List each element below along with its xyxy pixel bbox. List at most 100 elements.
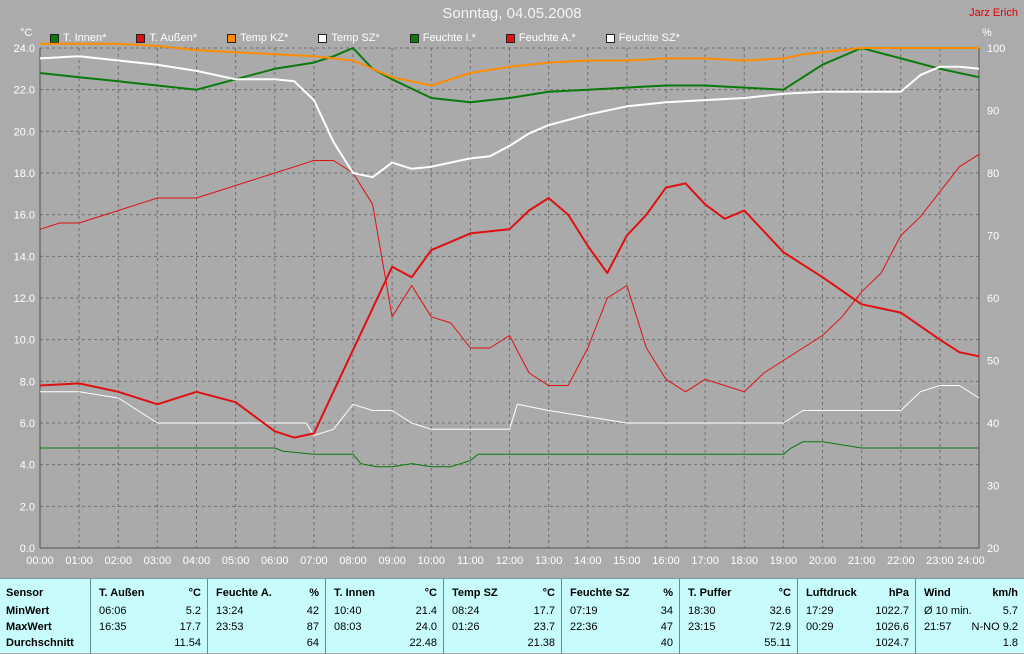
- avg-value: 1.8: [1002, 637, 1018, 649]
- row-label-sensor: Sensor: [6, 587, 44, 599]
- y-tick-label-right: 40: [987, 418, 999, 430]
- column-header: Feuchte A.: [216, 587, 272, 599]
- series-line: [39, 182, 980, 439]
- max-time: 01:26: [452, 621, 480, 633]
- column-header: T. Puffer: [688, 587, 732, 599]
- legend-label: Feuchte SZ*: [618, 32, 680, 44]
- y-tick-label-left: 20.0: [14, 126, 35, 138]
- y-axis-label-left: °C: [20, 27, 32, 39]
- max-value: N-NO 9.2: [971, 621, 1018, 633]
- column-header: Feuchte SZ: [570, 587, 630, 599]
- avg-value: 40: [660, 637, 673, 649]
- legend-entry: T. Außen*: [136, 31, 197, 45]
- y-tick-label-left: 16.0: [14, 210, 35, 222]
- stats-column: T. Außen °C 06:06 5.2 16:35 17.7 11.54: [90, 579, 207, 654]
- y-tick-label-left: 2.0: [20, 501, 35, 513]
- series-line: [39, 55, 980, 179]
- column-unit: °C: [542, 587, 555, 599]
- x-tick-label: 02:00: [104, 555, 132, 567]
- x-tick-label: 04:00: [183, 555, 211, 567]
- x-tick-label: 22:00: [887, 555, 915, 567]
- max-time: 23:15: [688, 621, 716, 633]
- max-time: 23:53: [216, 621, 244, 633]
- legend-label: Temp KZ*: [240, 32, 289, 44]
- y-tick-label-left: 18.0: [14, 168, 35, 180]
- min-time: 06:06: [99, 605, 127, 617]
- min-time: 10:40: [334, 605, 362, 617]
- legend-entry: Feuchte I.*: [409, 31, 476, 45]
- min-value: 17.7: [533, 605, 555, 617]
- min-time: 07:19: [570, 605, 598, 617]
- legend-swatch: [136, 33, 146, 43]
- x-tick-label: 24:00: [957, 555, 985, 567]
- avg-value: 64: [306, 637, 319, 649]
- x-tick-label: 14:00: [574, 555, 602, 567]
- y-tick-label-right: 60: [987, 293, 999, 305]
- stats-column: T. Puffer °C 18:30 32.6 23:15 72.9 55.11: [679, 579, 797, 654]
- avg-value: 1024.7: [875, 637, 909, 649]
- stats-column: Feuchte SZ% 07:19 34 22:36 47 40: [561, 579, 679, 654]
- y-tick-label-left: 8.0: [20, 376, 35, 388]
- x-tick-label: 23:00: [926, 555, 954, 567]
- y-tick-label-right: 20: [987, 543, 999, 555]
- legend-entry: Temp KZ*: [227, 31, 288, 45]
- y-tick-label-right: 70: [987, 231, 999, 243]
- series-line: [39, 153, 980, 393]
- max-value: 1026.6: [875, 621, 909, 633]
- column-unit: hPa: [888, 587, 909, 599]
- legend-swatch: [409, 33, 419, 43]
- y-tick-label-left: 6.0: [20, 418, 35, 430]
- legend-entry: Feuchte SZ*: [605, 31, 680, 45]
- min-value: 5.2: [185, 605, 201, 617]
- column-header: Luftdruck: [806, 587, 857, 599]
- x-tick-label: 08:00: [339, 555, 367, 567]
- min-time: 08:24: [452, 605, 480, 617]
- legend-label: Feuchte A.*: [518, 32, 576, 44]
- min-value: 5.7: [1002, 605, 1018, 617]
- legend-swatch: [318, 33, 328, 43]
- column-header: T. Innen: [334, 587, 375, 599]
- column-header: T. Außen: [99, 587, 145, 599]
- min-time: 13:24: [216, 605, 244, 617]
- column-unit: °C: [424, 587, 437, 599]
- column-unit: °C: [188, 587, 201, 599]
- x-tick-label: 17:00: [691, 555, 719, 567]
- x-tick-label: 15:00: [613, 555, 641, 567]
- column-header: Temp SZ: [452, 587, 498, 599]
- max-time: 00:29: [806, 621, 834, 633]
- chart-title: Sonntag, 04.05.2008: [442, 5, 582, 22]
- avg-value: 22.48: [409, 637, 437, 649]
- max-time: 21:57: [924, 621, 952, 633]
- series-line: [40, 42, 979, 87]
- avg-value: 11.54: [174, 637, 201, 649]
- column-unit: °C: [778, 587, 791, 599]
- row-label-avg: Durchschnitt: [6, 637, 74, 649]
- x-tick-label: 07:00: [300, 555, 328, 567]
- legend-swatch: [505, 33, 515, 43]
- max-value: 47: [660, 621, 673, 633]
- column-unit: %: [663, 587, 673, 599]
- x-tick-label: 20:00: [809, 555, 837, 567]
- min-time: 18:30: [688, 605, 716, 617]
- y-tick-label-left: 12.0: [14, 293, 35, 305]
- stats-column: T. Innen °C 10:40 21.4 08:03 24.0 22.48: [325, 579, 443, 654]
- y-tick-label-left: 0.0: [20, 543, 35, 555]
- avg-value: 55.11: [764, 637, 791, 649]
- series-line: [39, 47, 980, 104]
- y-tick-label-right: 100: [987, 43, 1005, 55]
- legend: T. Innen* T. Außen* Temp KZ* Temp SZ* Feucht…: [50, 31, 710, 45]
- min-time: Ø 10 min.: [924, 605, 972, 617]
- max-value: 87: [306, 621, 319, 633]
- max-value: 24.0: [415, 621, 437, 633]
- column-header: Wind: [924, 587, 951, 599]
- x-tick-label: 01:00: [65, 555, 93, 567]
- x-tick-label: 19:00: [770, 555, 798, 567]
- x-tick-label: 16:00: [652, 555, 680, 567]
- min-time: 17:29: [806, 605, 834, 617]
- x-tick-label: 21:00: [848, 555, 876, 567]
- legend-label: Feuchte I.*: [422, 32, 476, 44]
- x-tick-label: 05:00: [222, 555, 250, 567]
- stats-table: Sensor MinWert MaxWert Durchschnitt T. A…: [0, 578, 1024, 654]
- series-line: [40, 441, 979, 468]
- legend-swatch: [227, 33, 237, 43]
